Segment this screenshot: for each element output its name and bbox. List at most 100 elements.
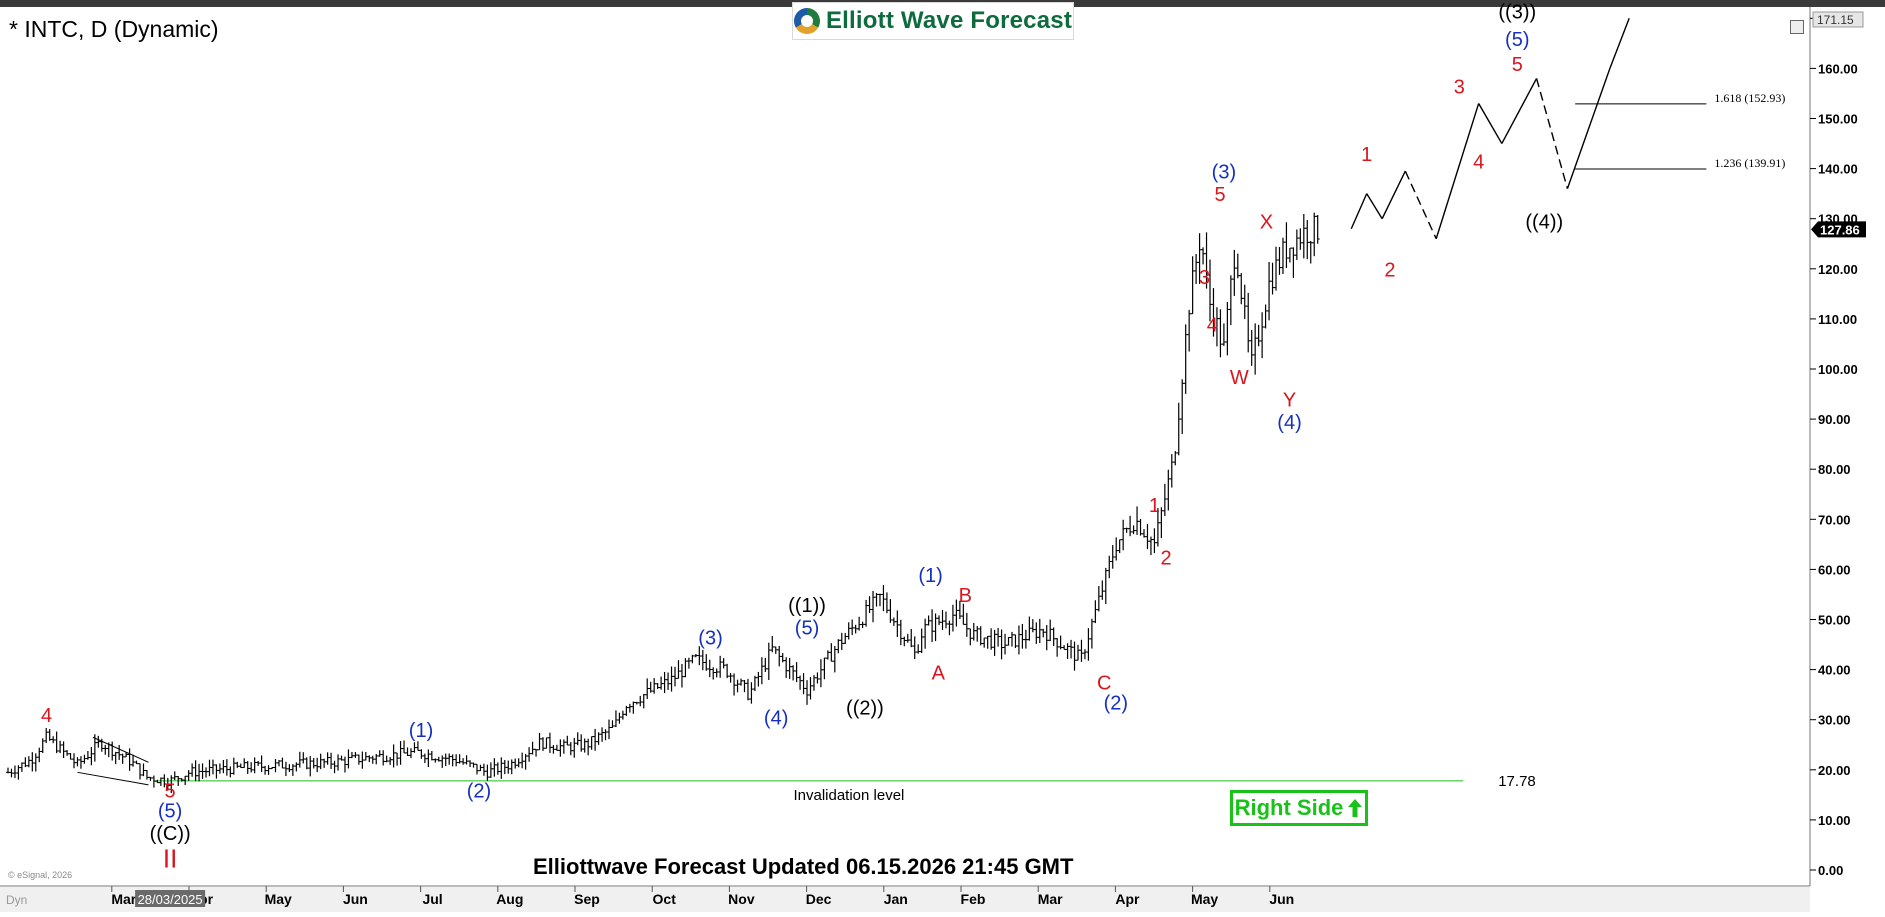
ohlc-bar bbox=[1037, 618, 1042, 644]
ohlc-bar bbox=[1110, 545, 1115, 569]
ohlc-bar bbox=[787, 658, 792, 679]
price-tags: 127.86 bbox=[1811, 221, 1866, 238]
ohlc-bar bbox=[1027, 616, 1032, 641]
x-tick-label: May bbox=[265, 891, 292, 907]
projection-segment bbox=[1478, 103, 1503, 144]
ohlc-bar bbox=[586, 738, 591, 756]
ohlc-bar bbox=[805, 680, 810, 705]
ohlc-bar bbox=[1048, 619, 1053, 642]
ohlc-bar bbox=[843, 633, 848, 644]
ohlc-bar bbox=[1301, 213, 1306, 259]
ohlc-bar bbox=[666, 672, 671, 690]
ohlc-bar bbox=[301, 752, 306, 764]
ohlc-bar bbox=[905, 633, 910, 643]
ohlc-bar bbox=[1225, 301, 1230, 356]
y-tick-label: 20.00 bbox=[1818, 763, 1851, 778]
ohlc-bar bbox=[1058, 635, 1063, 650]
y-tick-label: 40.00 bbox=[1818, 663, 1851, 678]
ohlc-bar bbox=[492, 758, 497, 777]
ohlc-bar bbox=[391, 744, 396, 768]
ohlc-bar bbox=[1152, 528, 1157, 554]
wave-label: B bbox=[959, 585, 972, 607]
ohlc-bar bbox=[742, 679, 747, 693]
ohlc-bar bbox=[968, 628, 973, 646]
ohlc-bar bbox=[454, 754, 459, 767]
ohlc-bar bbox=[471, 762, 476, 768]
ohlc-bar bbox=[408, 748, 413, 759]
ohlc-bar bbox=[78, 756, 83, 769]
ohlc-bar bbox=[1145, 523, 1150, 550]
ohlc-bar bbox=[544, 737, 549, 749]
ohlc-bar bbox=[134, 760, 139, 765]
ohlc-bar bbox=[902, 636, 907, 647]
ohlc-bar bbox=[440, 755, 445, 768]
ohlc-bar bbox=[37, 747, 42, 763]
ohlc-bar bbox=[617, 712, 622, 724]
ohlc-bar bbox=[363, 751, 368, 761]
ohlc-bar bbox=[808, 676, 813, 700]
ohlc-bar bbox=[780, 653, 785, 663]
ohlc-bar bbox=[68, 753, 73, 760]
ohlc-bar bbox=[315, 757, 320, 773]
time-axis: Dyn Mar Apr May Jun Jul Aug Sep Oct Nov Dec Jan Feb M… bbox=[6, 886, 1294, 907]
ohlc-bar bbox=[777, 645, 782, 667]
ohlc-bar bbox=[978, 626, 983, 646]
projection-segment bbox=[1535, 78, 1569, 189]
ohlc-bar bbox=[1183, 324, 1188, 394]
ohlc-bar bbox=[447, 753, 452, 765]
ohlc-bar bbox=[1138, 518, 1143, 536]
ohlc-bar bbox=[572, 737, 577, 758]
ohlc-bar bbox=[1298, 228, 1303, 250]
ohlc-bar bbox=[200, 763, 205, 779]
ohlc-bar bbox=[971, 622, 976, 641]
ohlc-bar bbox=[547, 732, 552, 753]
wave-label: 1 bbox=[1149, 495, 1160, 517]
ohlc-bar bbox=[711, 667, 716, 680]
ohlc-bar bbox=[520, 752, 525, 769]
window-restore-icon[interactable] bbox=[1790, 20, 1804, 34]
ohlc-bar bbox=[426, 749, 431, 768]
ohlc-bar bbox=[419, 749, 424, 759]
ohlc-bar bbox=[429, 750, 434, 761]
ohlc-bar bbox=[607, 719, 612, 740]
ohlc-bar bbox=[468, 760, 473, 768]
x-tick-label: May bbox=[1191, 891, 1218, 907]
wave-label: ((1)) bbox=[788, 595, 826, 617]
ohlc-bar bbox=[773, 646, 778, 654]
ohlc-bar bbox=[1270, 262, 1275, 295]
ohlc-bar bbox=[106, 742, 111, 758]
ohlc-bar bbox=[113, 751, 118, 765]
ohlc-bar bbox=[943, 611, 948, 629]
ohlc-bar bbox=[558, 739, 563, 757]
ticker-title: * INTC, D (Dynamic) bbox=[9, 16, 219, 42]
ohlc-bar bbox=[210, 759, 215, 775]
ohlc-bar bbox=[197, 763, 202, 782]
ohlc-bar bbox=[485, 764, 490, 781]
ohlc-bar bbox=[231, 757, 236, 775]
ohlc-bar bbox=[1242, 284, 1247, 320]
wave-label: (4) bbox=[1277, 412, 1301, 434]
projection-segment bbox=[1350, 193, 1368, 230]
ohlc-bar bbox=[1103, 567, 1108, 605]
wave-label: ((3)) bbox=[1498, 1, 1536, 23]
ohlc-bar bbox=[207, 759, 212, 777]
wave-label: ((2)) bbox=[846, 698, 884, 720]
ohlc-bar bbox=[488, 762, 493, 778]
ohlc-bar bbox=[1131, 525, 1136, 535]
wave-label: (4) bbox=[764, 708, 788, 730]
wave-label: A bbox=[932, 663, 946, 685]
ohlc-bar bbox=[638, 695, 643, 707]
ohlc-bar bbox=[1169, 454, 1174, 488]
ohlc-bar bbox=[829, 643, 834, 662]
x-tick-label: Jun bbox=[1269, 891, 1294, 907]
ohlc-bar bbox=[676, 660, 681, 679]
ohlc-bar bbox=[311, 758, 316, 769]
ohlc-bar bbox=[530, 741, 535, 755]
ohlc-bar bbox=[857, 616, 862, 631]
ohlc-bar bbox=[763, 657, 768, 672]
ohlc-bar bbox=[551, 745, 556, 754]
ohlc-bar bbox=[683, 658, 688, 678]
ohlc-bar bbox=[1308, 240, 1313, 264]
ohlc-bar bbox=[850, 619, 855, 636]
ohlc-bar bbox=[6, 767, 10, 774]
